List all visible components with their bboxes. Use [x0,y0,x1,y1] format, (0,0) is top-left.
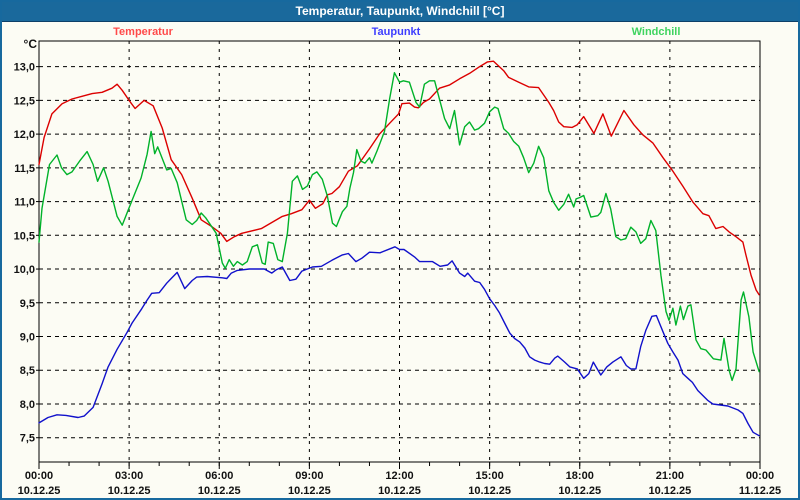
y-tick-label: 9,0 [20,332,35,344]
y-tick-label: 10,0 [14,264,35,276]
y-tick-label: 7,5 [20,433,35,445]
y-tick-label: 12,5 [14,95,35,107]
x-tick-date-label: 10.12.25 [198,485,241,497]
x-tick-time-label: 21:00 [656,470,684,482]
y-tick-label: 8,0 [20,399,35,411]
x-tick-date-label: 10.12.25 [468,485,511,497]
x-tick-date-label: 10.12.25 [108,485,151,497]
chart-legend: Temperatur Taupunkt Windchill [0,26,800,40]
y-tick-label: 9,5 [20,298,35,310]
y-tick-label: 13,0 [14,62,35,74]
x-tick-time-label: 00:00 [746,470,774,482]
x-tick-date-label: 10.12.25 [378,485,421,497]
series-line-windchill [38,71,760,382]
y-tick-label: 12,0 [14,129,35,141]
y-axis-unit-label: °C [24,37,38,51]
y-tick-label: 11,0 [14,197,35,209]
x-tick-date-label: 10.12.25 [18,485,61,497]
x-tick-time-label: 15:00 [476,470,504,482]
legend-label-temperatur: Temperatur [113,26,173,38]
y-tick-label: 10,5 [14,230,35,242]
x-tick-time-label: 09:00 [295,470,323,482]
series-line-taupunkt [38,246,760,437]
x-tick-time-label: 03:00 [115,470,143,482]
y-tick-label: 11,5 [14,163,35,175]
x-tick-time-label: 18:00 [566,470,594,482]
x-tick-time-label: 06:00 [205,470,233,482]
y-tick-label: 8,5 [20,365,35,377]
legend-label-taupunkt: Taupunkt [371,26,421,38]
x-tick-time-label: 00:00 [25,470,53,482]
x-tick-date-label: 10.12.25 [648,485,691,497]
legend-label-windchill: Windchill [631,26,681,38]
plot-border [38,40,761,463]
series-line-temperatur [38,60,760,296]
x-tick-date-label: 11.12.25 [739,485,781,497]
window-title: Temperatur, Taupunkt, Windchill [°C] [2,2,798,22]
x-tick-date-label: 10.12.25 [288,485,331,497]
x-tick-date-label: 10.12.25 [558,485,601,497]
x-tick-time-label: 12:00 [385,470,413,482]
